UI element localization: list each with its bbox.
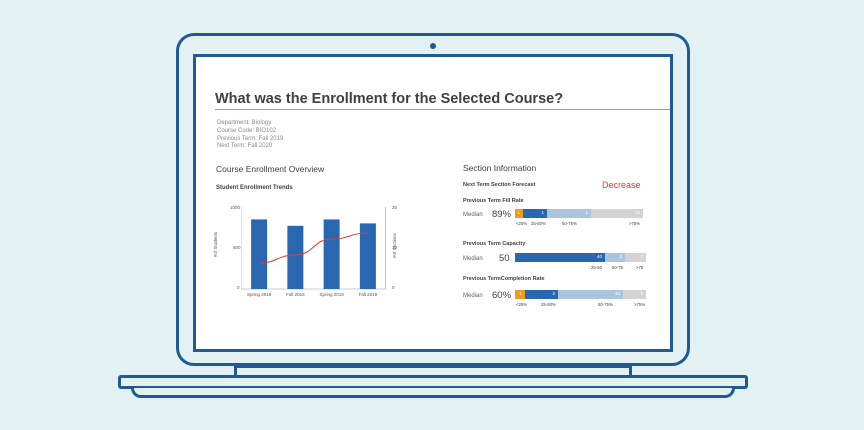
laptop-hinge xyxy=(234,365,632,376)
scale-label: >75% xyxy=(629,221,641,226)
x-tick-label: Spring 2018 xyxy=(247,292,272,297)
next-term-text: Next Term: Fall 2020 xyxy=(217,143,273,150)
forecast-value: Decrease xyxy=(602,180,641,190)
capacity-segment: 40 xyxy=(515,253,605,262)
enrollment-bar xyxy=(359,223,376,289)
section-heading: Section Information xyxy=(463,163,537,173)
completion-title: Previous TermCompletion Rate xyxy=(463,276,545,282)
course-meta: Department: Biology Course Code: BIO102 … xyxy=(217,120,283,151)
segment-count: 3 xyxy=(640,291,643,296)
y-left-tick: 500 xyxy=(233,245,241,250)
overview-heading: Course Enrollment Overview xyxy=(216,164,325,174)
segment-count: 44 xyxy=(614,291,620,296)
capacity-bar: 40 2 3 xyxy=(515,253,646,262)
scale-label: >75% xyxy=(634,302,646,307)
fill-rate-median-value: 89% xyxy=(492,209,512,220)
segment-count: 40 xyxy=(596,254,602,259)
x-tick-label: Fall 2019 xyxy=(359,292,378,297)
fill-rate-title: Previous Term Fill Rate xyxy=(463,198,524,204)
completion-segment: 1 xyxy=(515,290,525,299)
scale-label: 50-75% xyxy=(598,302,613,307)
completion-segment: 3 xyxy=(623,290,646,299)
segment-count: 2 xyxy=(552,291,555,296)
segment-count: 1 xyxy=(517,210,520,215)
title-divider xyxy=(215,109,670,110)
completion-median-value: 60% xyxy=(492,290,512,301)
completion-segment: 44 xyxy=(558,290,623,299)
x-tick-label: Fall 2018 xyxy=(286,292,305,297)
segment-count: 1 xyxy=(585,210,588,215)
scale-label: 25-50 xyxy=(591,265,602,270)
fill-rate-bar: 1 1 1 10 xyxy=(515,209,643,218)
laptop-base xyxy=(118,375,748,389)
chart-title: Student Enrollment Trends xyxy=(216,185,293,191)
capacity-segment: 2 xyxy=(605,253,625,262)
segment-count: 10 xyxy=(634,210,640,215)
x-tick-label: Spring 2019 xyxy=(319,292,344,297)
fill-rate-segment: 10 xyxy=(591,209,643,218)
laptop-screen: What was the Enrollment for the Selected… xyxy=(193,54,673,352)
enrollment-bar xyxy=(323,219,340,289)
scale-label: <25% xyxy=(516,221,528,226)
enrollment-bar xyxy=(287,225,304,289)
department-text: Department: Biology xyxy=(217,120,272,126)
fill-rate-segment: 1 xyxy=(523,209,547,218)
capacity-median-label: Median xyxy=(463,256,483,262)
segment-count: 1 xyxy=(541,210,544,215)
enrollment-chart: Spring 2018 Fall 2018 Spring 2019 Fall 2019 xyxy=(241,207,386,297)
completion-segment: 2 xyxy=(525,290,558,299)
fill-rate-segment: 1 xyxy=(547,209,591,218)
y-left-tick: 0 xyxy=(237,285,240,290)
scale-label: 25-50% xyxy=(541,302,556,307)
course-code-text: Course Code: BIO102 xyxy=(217,127,277,134)
scale-label: <25% xyxy=(516,302,528,307)
previous-term-text: Previous Term: Fall 2019 xyxy=(217,135,284,142)
y-right-tick: 20 xyxy=(392,205,398,210)
segment-count: 3 xyxy=(640,254,643,259)
y-left-label: #of Students xyxy=(213,231,219,258)
scale-label: 50-75 xyxy=(612,265,623,270)
enrollment-bar xyxy=(251,219,268,289)
completion-bar: 1 2 44 3 xyxy=(515,290,646,299)
capacity-title: Previous Term Capacity xyxy=(463,241,526,247)
completion-median-label: Median xyxy=(463,293,483,299)
y-left-tick: 1000 xyxy=(230,205,241,210)
camera-dot xyxy=(430,43,436,49)
fill-rate-segment: 1 xyxy=(515,209,523,218)
fill-rate-median-label: Median xyxy=(463,212,483,218)
y-right-tick: 0 xyxy=(392,285,395,290)
scale-label: 50-75% xyxy=(562,221,577,226)
page-title: What was the Enrollment for the Selected… xyxy=(215,91,564,107)
scale-label: >75 xyxy=(636,265,644,270)
capacity-median-value: 50 xyxy=(499,253,510,264)
segment-count: 2 xyxy=(619,254,622,259)
forecast-label: Next Term Section Forecast xyxy=(463,182,536,188)
laptop-base-bottom xyxy=(131,388,735,398)
sections-line xyxy=(259,232,368,264)
segment-count: 1 xyxy=(519,291,522,296)
y-right-tick: 10 xyxy=(392,245,398,250)
capacity-segment: 3 xyxy=(625,253,646,262)
scale-label: 25-50% xyxy=(531,221,546,226)
